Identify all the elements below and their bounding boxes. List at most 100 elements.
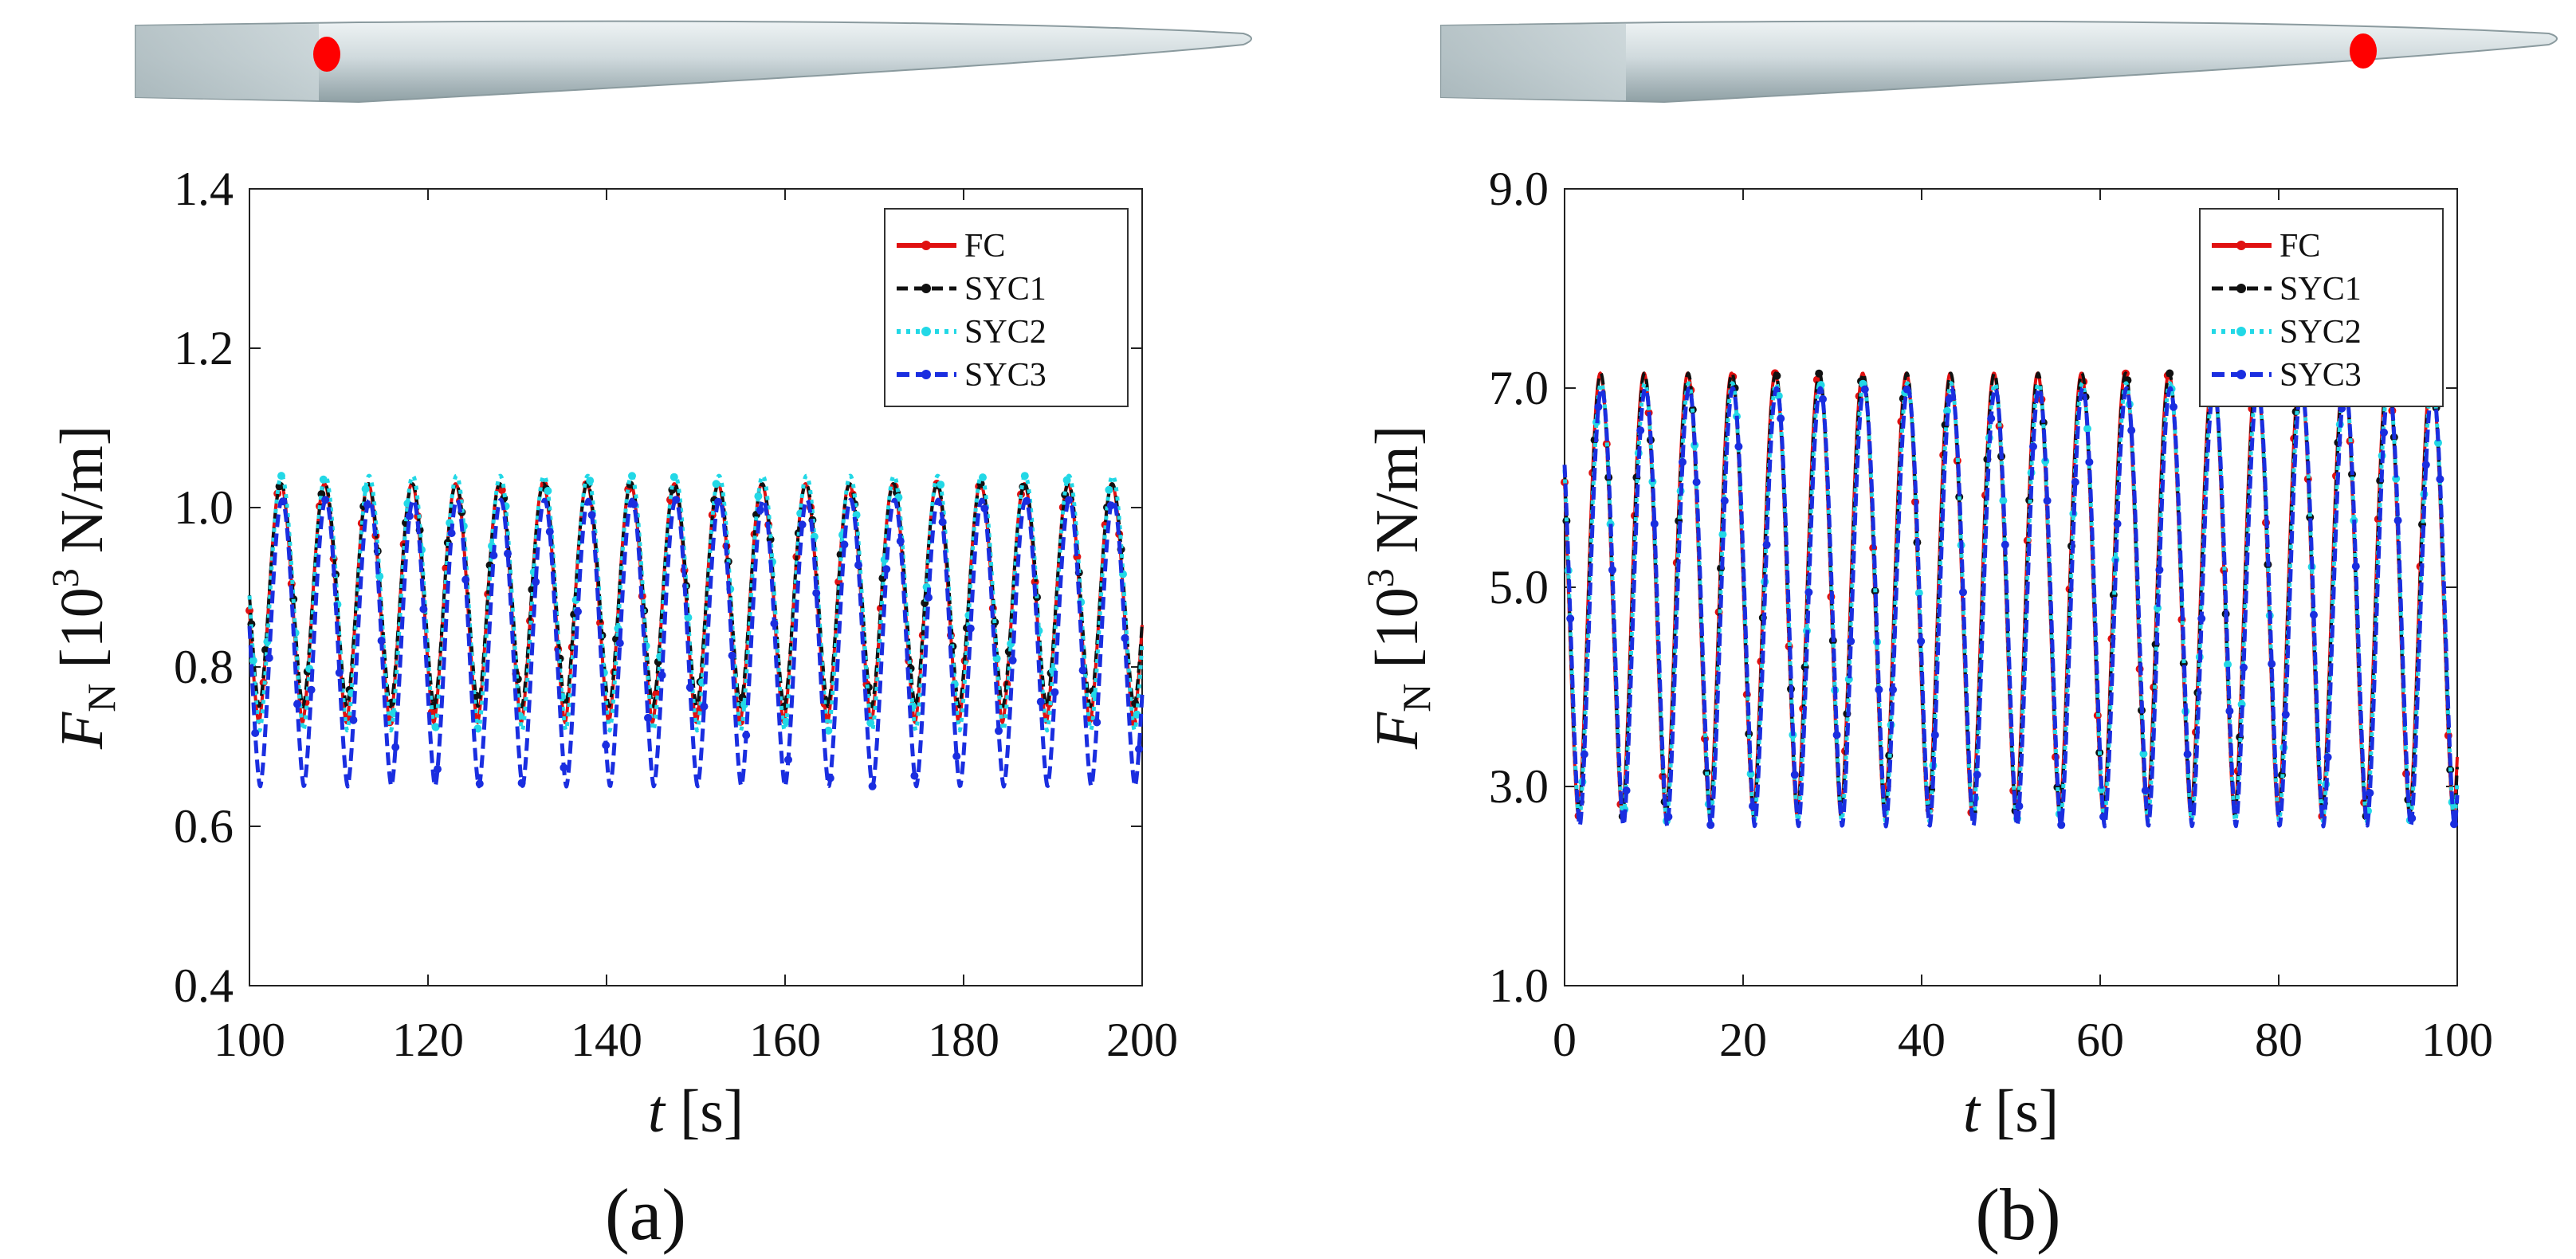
xtick-label: 60 xyxy=(2076,1014,2124,1066)
series-marker-syc3 xyxy=(363,500,371,509)
series-marker-syc2 xyxy=(1914,589,1923,598)
series-marker-syc3 xyxy=(1594,402,1603,411)
series-marker-syc3 xyxy=(1036,697,1045,706)
series-marker-syc3 xyxy=(2380,428,2388,437)
xtick-label: 180 xyxy=(928,1014,999,1066)
series-marker-syc3 xyxy=(882,565,891,574)
series-marker-syc3 xyxy=(1078,666,1087,675)
series-marker-syc2 xyxy=(431,723,440,731)
series-marker-syc2 xyxy=(979,473,987,482)
series-marker-syc2 xyxy=(937,480,945,489)
series-marker-syc2 xyxy=(852,511,861,520)
series-marker-syc3 xyxy=(475,779,484,788)
legend-label: SYC1 xyxy=(2280,271,2362,308)
blade-b-body xyxy=(1440,20,2558,104)
x-axis-label-b: t [s] xyxy=(1963,1078,2059,1145)
series-marker-syc3 xyxy=(1636,426,1645,435)
series-marker-syc3 xyxy=(377,637,386,645)
series-marker-syc3 xyxy=(770,619,779,628)
series-marker-syc3 xyxy=(2351,562,2360,571)
series-marker-syc3 xyxy=(1959,588,1967,597)
series-marker-syc2 xyxy=(277,472,285,480)
ytick-label: 5.0 xyxy=(1489,561,1549,614)
series-marker-syc3 xyxy=(1065,496,1073,504)
xtick-labels-b: 0 20 40 60 80 100 xyxy=(1553,1014,2493,1066)
series-marker-syc3 xyxy=(1734,442,1743,451)
blade-a-body xyxy=(135,20,1252,104)
series-marker-syc3 xyxy=(812,589,821,598)
series-marker-syc3 xyxy=(868,782,877,790)
ytick-label: 1.0 xyxy=(1489,959,1549,1012)
series-marker-syc3 xyxy=(251,729,260,737)
series-line-syc2 xyxy=(247,473,1145,733)
series-marker-syc3 xyxy=(2268,660,2276,669)
panel-b: 0 20 40 60 80 100 1.0 3.0 5.0 7.0 9.0 t … xyxy=(1360,163,2493,1255)
legend-label: SYC1 xyxy=(964,271,1046,308)
series-marker-syc3 xyxy=(1608,566,1616,575)
legend-marker-syc2 xyxy=(2236,327,2246,336)
series-marker-syc2 xyxy=(2139,750,2148,758)
series-marker-syc3 xyxy=(489,551,498,559)
series-marker-syc3 xyxy=(2183,750,2192,759)
series-marker-syc3 xyxy=(672,496,681,504)
ytick-label: 0.8 xyxy=(174,641,234,693)
series-marker-syc3 xyxy=(1650,520,1659,528)
series-marker-syc2 xyxy=(1062,476,1071,484)
series-marker-syc3 xyxy=(1106,501,1115,510)
blade-b-marker xyxy=(2350,33,2377,69)
series-marker-syc3 xyxy=(2240,663,2248,672)
xtick-label: 140 xyxy=(571,1014,642,1066)
y-axis-label-b: FN [103 N/m] xyxy=(1360,426,1439,750)
legend-label: FC xyxy=(964,228,1005,265)
series-marker-syc2 xyxy=(375,572,384,581)
series-marker-syc3 xyxy=(2141,786,2150,794)
series-marker-syc3 xyxy=(2281,710,2290,719)
series-marker-syc2 xyxy=(1020,472,1029,480)
series-marker-syc3 xyxy=(615,639,624,648)
series-group-b xyxy=(1561,369,2460,830)
blade-b xyxy=(1440,20,2558,104)
series-marker-syc3 xyxy=(532,578,540,586)
series-marker-syc3 xyxy=(265,653,273,662)
series-marker-syc3 xyxy=(2170,402,2177,411)
series-marker-syc3 xyxy=(2071,478,2079,486)
ytick-label: 0.4 xyxy=(174,959,234,1012)
series-marker-syc3 xyxy=(1777,414,1785,423)
panel-label-b: (b) xyxy=(1975,1174,2060,1255)
xtick-label: 120 xyxy=(392,1014,464,1066)
series-marker-syc3 xyxy=(728,651,736,660)
series-line-syc2 xyxy=(1562,381,2460,824)
series-marker-syc3 xyxy=(349,716,358,724)
panel-a: 100 120 140 160 180 200 0.4 0.6 0.8 1.0 … xyxy=(45,163,1178,1255)
series-marker-syc3 xyxy=(2127,426,2136,435)
series-marker-syc3 xyxy=(1023,496,1031,505)
series-marker-syc3 xyxy=(1706,821,1715,830)
legend-marker-syc1 xyxy=(2236,284,2246,293)
series-marker-syc3 xyxy=(321,496,330,504)
series-marker-syc3 xyxy=(419,605,428,614)
legend-label: SYC2 xyxy=(2280,314,2362,351)
series-marker-syc3 xyxy=(587,511,596,520)
series-marker-syc2 xyxy=(1943,406,1951,415)
series-marker-syc3 xyxy=(1847,637,1855,645)
series-marker-syc3 xyxy=(826,774,834,782)
legend-b: FC SYC1 SYC2 SYC3 xyxy=(2199,208,2444,407)
series-marker-syc1 xyxy=(275,482,284,491)
series-marker-syc2 xyxy=(628,472,636,480)
series-marker-syc3 xyxy=(545,528,554,536)
series-marker-syc2 xyxy=(319,475,328,484)
series-marker-syc3 xyxy=(700,702,709,711)
series-marker-syc3 xyxy=(995,727,1003,735)
blade-a-root xyxy=(135,24,319,100)
xtick-label: 200 xyxy=(1106,1014,1178,1066)
series-marker-syc3 xyxy=(1622,786,1631,794)
series-marker-syc3 xyxy=(1832,731,1841,739)
series-marker-syc2 xyxy=(2224,660,2232,669)
series-marker-syc3 xyxy=(1580,750,1588,759)
series-marker-syc3 xyxy=(1121,633,1129,642)
series-marker-syc3 xyxy=(1135,745,1143,753)
series-marker-syc2 xyxy=(586,477,595,485)
series-marker-syc2 xyxy=(684,614,693,622)
series-marker-syc2 xyxy=(712,480,721,488)
